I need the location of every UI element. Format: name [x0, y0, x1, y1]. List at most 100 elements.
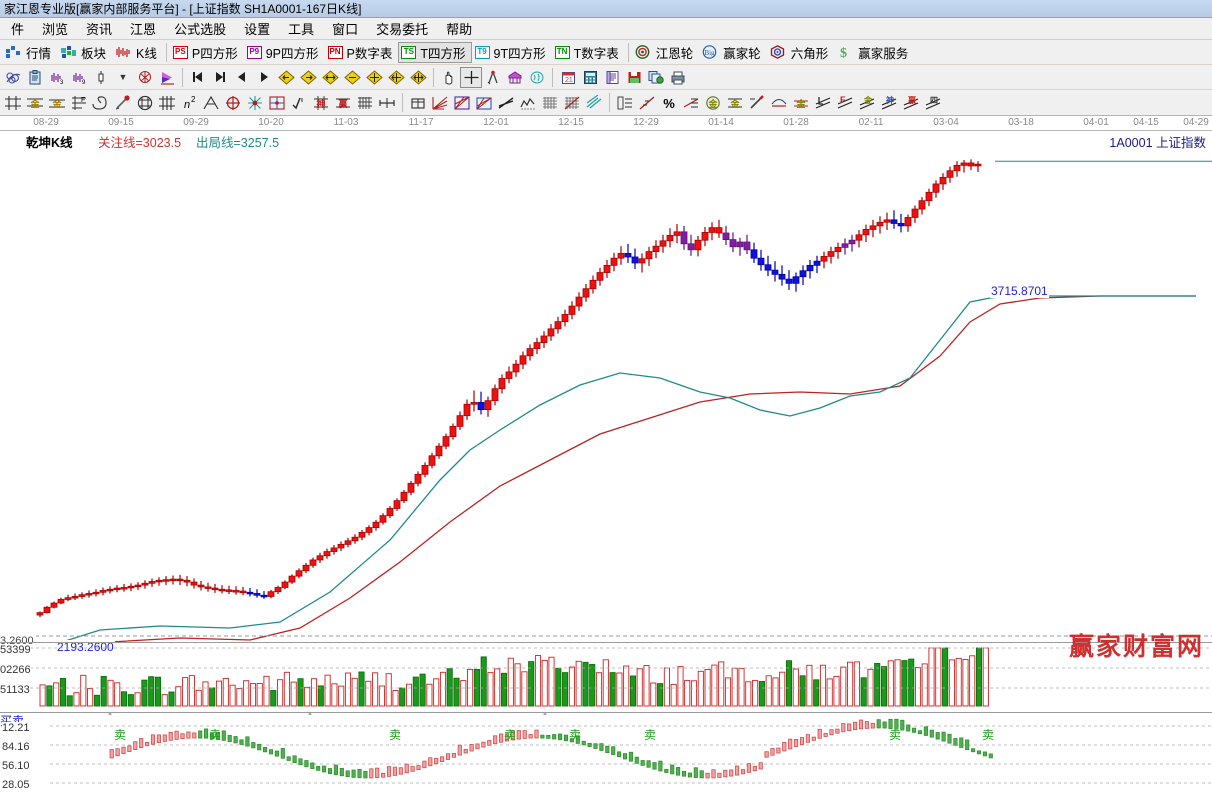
bar-list-icon[interactable] — [614, 92, 636, 113]
grid-net2-icon[interactable] — [561, 92, 583, 113]
calendar-icon[interactable]: 21 — [557, 67, 579, 88]
diamond-left-icon[interactable] — [275, 67, 297, 88]
shen-icon[interactable]: 神 — [310, 92, 332, 113]
diamond-cross-icon[interactable] — [363, 67, 385, 88]
target-icon[interactable] — [222, 92, 244, 113]
brain-icon[interactable] — [526, 67, 548, 88]
report-icon[interactable] — [601, 67, 623, 88]
hand-icon[interactable] — [438, 67, 460, 88]
ink-icon[interactable] — [746, 92, 768, 113]
shen-line-icon[interactable]: 神 — [878, 92, 900, 113]
knot-icon[interactable] — [134, 67, 156, 88]
grid-net-icon[interactable] — [539, 92, 561, 113]
menu-item-0[interactable]: 件 — [11, 22, 25, 37]
percent-icon[interactable]: % — [658, 92, 680, 113]
spectrum-icon[interactable] — [156, 67, 178, 88]
gold-circle-icon[interactable]: 金 — [702, 92, 724, 113]
j-line-icon[interactable] — [812, 92, 834, 113]
menu-item-4[interactable]: 公式选股 — [174, 22, 227, 37]
menu-item-3[interactable]: 江恩 — [130, 22, 157, 37]
grid-h-icon[interactable] — [2, 92, 24, 113]
menu-item-9[interactable]: 帮助 — [446, 22, 473, 37]
angle-icon[interactable] — [200, 92, 222, 113]
volume-pane[interactable]: 53399 02266 51133 — [0, 642, 1212, 712]
gold-line-icon[interactable]: 金 — [790, 92, 812, 113]
ying-icon[interactable]: 赢 — [332, 92, 354, 113]
toolbar-pn-icon[interactable]: PN P数字表 — [325, 42, 399, 63]
toolbar-sector-icon[interactable]: 板块 — [57, 42, 112, 63]
fan-net-icon[interactable] — [473, 92, 495, 113]
fan-lines-icon[interactable] — [429, 92, 451, 113]
kline3-icon[interactable]: 3 — [46, 67, 68, 88]
print-icon[interactable] — [667, 67, 689, 88]
toolbar-p9-icon[interactable]: P9 9P四方形 — [244, 42, 325, 63]
last-page-icon[interactable] — [209, 67, 231, 88]
prev-icon[interactable] — [231, 67, 253, 88]
volume-plot[interactable] — [0, 642, 1212, 711]
gold-fan-icon[interactable]: 金 — [856, 92, 878, 113]
gold-bar-icon[interactable]: 金 — [724, 92, 746, 113]
circle-grid-icon[interactable] — [134, 92, 156, 113]
toolbar-tn-icon[interactable]: TN T数字表 — [552, 42, 625, 63]
compass-icon[interactable] — [482, 67, 504, 88]
menu-item-2[interactable]: 资讯 — [86, 22, 113, 37]
spiral-icon[interactable] — [90, 92, 112, 113]
candle-icon[interactable] — [90, 67, 112, 88]
copy-globe-icon[interactable] — [645, 67, 667, 88]
toolbar-service-dollar-icon[interactable]: $ 赢家服务 — [834, 42, 914, 63]
gold-grid-icon[interactable]: 金 — [24, 92, 46, 113]
si-line-icon[interactable]: 四 — [922, 92, 944, 113]
toolbar-hexagon-icon[interactable]: 六角形 — [767, 42, 835, 63]
indicator-pane[interactable]: 买卖 12.21 84.16 56.10 28.05 卖卖卖卖卖卖卖卖--- — [0, 708, 1212, 796]
toolbar-t9-icon[interactable]: T9 9T四方形 — [472, 42, 552, 63]
matrix-icon[interactable] — [354, 92, 376, 113]
dropdown-arrow-icon[interactable]: ▼ — [118, 71, 128, 82]
box-target-icon[interactable] — [266, 92, 288, 113]
calculator-icon[interactable] — [579, 67, 601, 88]
diamond-both-icon[interactable] — [319, 67, 341, 88]
buysell-plot[interactable] — [0, 712, 1212, 796]
arc-line-icon[interactable] — [768, 92, 790, 113]
check-mark-icon[interactable] — [288, 92, 310, 113]
table-icon[interactable] — [407, 92, 429, 113]
next-icon[interactable] — [253, 67, 275, 88]
crown-icon[interactable] — [504, 67, 526, 88]
gold-grid2-icon[interactable]: 金 — [46, 92, 68, 113]
toolbar-kline-icon[interactable]: K线 — [112, 42, 163, 63]
zigzag-icon[interactable] — [517, 92, 539, 113]
span-icon[interactable] — [376, 92, 398, 113]
crosshair-icon[interactable] — [460, 66, 482, 88]
percent-line-icon[interactable] — [636, 92, 658, 113]
f-grid-icon[interactable]: F — [68, 92, 90, 113]
menu-item-1[interactable]: 浏览 — [42, 22, 69, 37]
menu-item-6[interactable]: 工具 — [288, 22, 315, 37]
toolbar-ts-icon[interactable]: TS T四方形 — [398, 41, 472, 63]
clipboard-icon[interactable] — [24, 67, 46, 88]
rocket-icon[interactable] — [112, 92, 134, 113]
fan-box-icon[interactable] — [451, 92, 473, 113]
toolbar-gann-wheel-icon[interactable]: 江恩轮 — [632, 42, 700, 63]
diamond-expand-icon[interactable] — [341, 67, 363, 88]
first-page-icon[interactable] — [187, 67, 209, 88]
price-pane[interactable]: 3.2600 2193.2600 3715.8701 — [0, 130, 1212, 654]
toolbar-ps-icon[interactable]: PS P四方形 — [170, 42, 244, 63]
pct-line-icon[interactable] — [680, 92, 702, 113]
menu-item-7[interactable]: 窗口 — [332, 22, 359, 37]
f-line-icon[interactable]: F — [834, 92, 856, 113]
ying-line-icon[interactable]: 赢 — [900, 92, 922, 113]
diamond-move-icon[interactable] — [407, 67, 429, 88]
hash-icon[interactable] — [156, 92, 178, 113]
menu-item-5[interactable]: 设置 — [244, 22, 271, 37]
trend-up-icon[interactable] — [495, 92, 517, 113]
toolbar-quote-icon[interactable]: 行情 — [2, 42, 57, 63]
diamond-right-icon[interactable] — [297, 67, 319, 88]
diamond-plus-icon[interactable] — [385, 67, 407, 88]
save-icon[interactable] — [623, 67, 645, 88]
parallel-icon[interactable] — [583, 92, 605, 113]
starburst-icon[interactable] — [244, 92, 266, 113]
scribble-icon[interactable] — [2, 67, 24, 88]
kline9-icon[interactable]: 9 — [68, 67, 90, 88]
menu-item-8[interactable]: 交易委托 — [376, 22, 429, 37]
candlestick-plot[interactable] — [0, 130, 1212, 642]
